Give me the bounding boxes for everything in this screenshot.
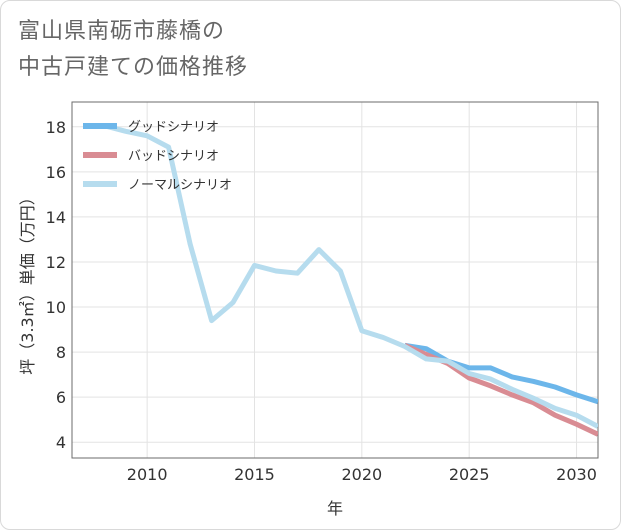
y-tick-label-3: 10	[46, 298, 66, 317]
y-tick-label-6: 16	[46, 163, 66, 182]
y-tick-labels: 4 6 8 10 12 14 16 18	[46, 118, 66, 452]
y-axis-label: 坪（3.3㎡）単価（万円）	[18, 189, 37, 374]
x-tick-label-0: 2010	[127, 465, 168, 484]
x-tick-labels: 2010 2015 2020 2025 2030	[127, 465, 597, 484]
y-tick-label-7: 18	[46, 118, 66, 137]
x-axis-label: 年	[327, 499, 343, 518]
legend-label-1: バッドシナリオ	[128, 149, 219, 164]
legend-label-2: ノーマルシナリオ	[128, 178, 232, 193]
x-tick-label-4: 2030	[556, 465, 597, 484]
chart-title-line-2: 中古戸建ての価格推移	[18, 55, 249, 80]
y-tick-label-4: 12	[46, 253, 66, 272]
y-tick-label-0: 4	[56, 433, 66, 452]
series-line-0	[404, 342, 598, 405]
grid-lines	[72, 102, 598, 458]
x-tick-label-2: 2020	[341, 465, 382, 484]
y-tick-label-1: 6	[56, 388, 66, 407]
x-tick-label-3: 2025	[449, 465, 490, 484]
x-tick-label-1: 2015	[234, 465, 275, 484]
legend-label-0: グッドシナリオ	[128, 120, 219, 135]
series-layer	[103, 123, 598, 437]
chart-title-line-1: 富山県南砺市藤橋の	[18, 19, 226, 44]
y-tick-label-2: 8	[56, 343, 66, 362]
y-tick-label-5: 14	[46, 208, 66, 227]
plot-area	[71, 101, 599, 459]
series-line-2	[103, 123, 598, 429]
chart-title: 富山県南砺市藤橋の 中古戸建ての価格推移	[18, 14, 248, 86]
